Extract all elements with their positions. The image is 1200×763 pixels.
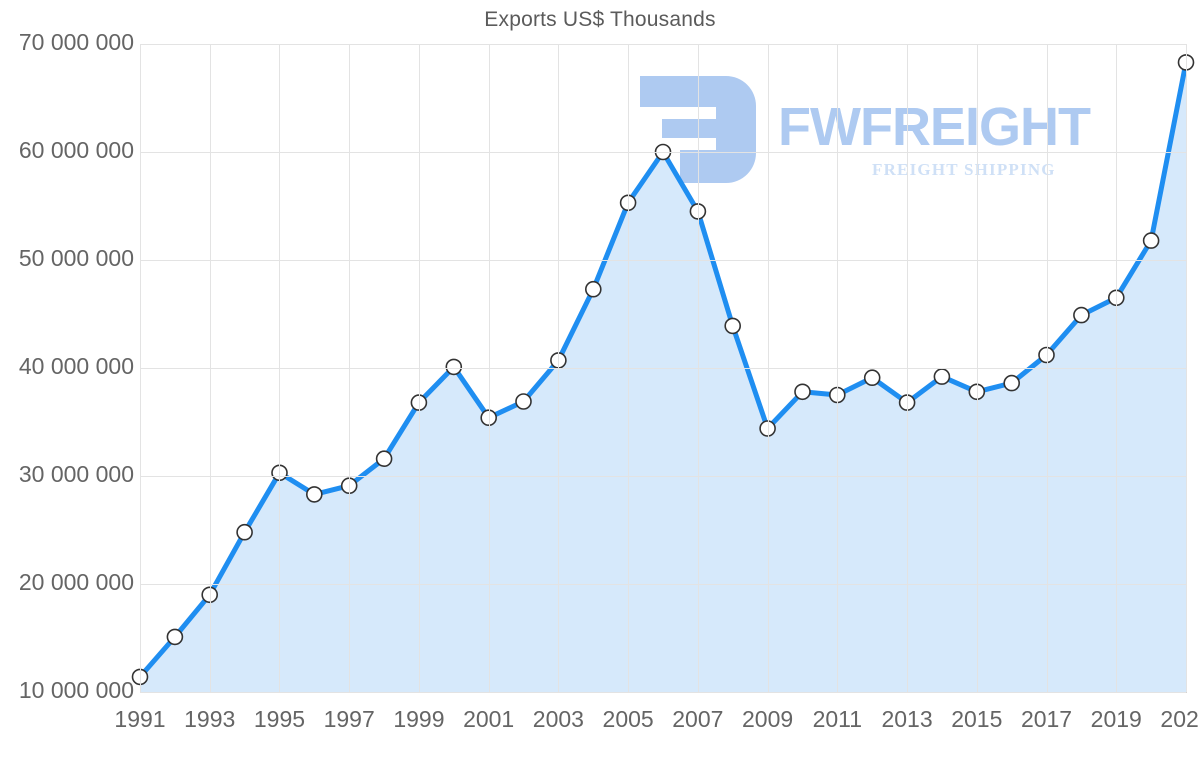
x-axis-tick-label: 1991 (114, 706, 166, 732)
y-axis-tick-label: 30 000 000 (18, 461, 134, 487)
gridline-horizontal (140, 584, 1186, 585)
x-axis-tick-label: 2015 (951, 706, 1003, 732)
x-axis-tick-label: 2009 (742, 706, 794, 732)
data-point-marker (968, 383, 986, 401)
data-point-marker (689, 203, 707, 220)
gridline-vertical (1116, 44, 1117, 692)
gridline-horizontal (140, 368, 1186, 369)
data-point-marker (166, 628, 184, 646)
gridline-vertical (768, 44, 769, 692)
gridline-vertical (419, 44, 420, 692)
x-axis-tick-label: 1995 (253, 706, 306, 732)
data-point-marker (584, 280, 602, 298)
data-point-marker (305, 486, 323, 503)
gridline-vertical (1186, 44, 1187, 692)
gridline-vertical (140, 44, 141, 692)
data-point-marker (201, 586, 218, 604)
gridline-horizontal (140, 692, 1186, 693)
gridline-vertical (698, 44, 699, 692)
gridline-vertical (279, 44, 280, 692)
gridline-vertical (349, 44, 350, 692)
y-axis-tick-label: 50 000 000 (18, 245, 134, 271)
data-point-marker (794, 383, 811, 401)
data-point-markers (131, 54, 1195, 686)
gridline-vertical (628, 44, 629, 692)
gridline-vertical (837, 44, 838, 692)
y-axis-tick-label: 60 000 000 (18, 137, 134, 163)
area-fill (140, 62, 1186, 692)
gridline-horizontal (140, 260, 1186, 261)
y-axis-tick-label: 40 000 000 (18, 353, 134, 379)
data-point-marker (515, 393, 532, 410)
x-axis-tick-label: 2011 (812, 706, 863, 732)
data-point-marker (759, 420, 776, 437)
data-point-marker (236, 523, 253, 541)
data-point-marker (933, 368, 951, 385)
gridline-vertical (210, 44, 211, 692)
x-axis-tick-label: 2019 (1090, 706, 1142, 732)
gridline-horizontal (140, 476, 1186, 477)
gridline-vertical (907, 44, 908, 692)
gridline-vertical (977, 44, 978, 692)
x-axis-tick-label: 2005 (602, 706, 654, 732)
x-axis-tick-label: 2017 (1020, 706, 1073, 732)
data-point-marker (863, 369, 881, 387)
x-axis-tick-label: 1993 (184, 706, 236, 732)
x-axis-tick-label: 2003 (532, 706, 584, 732)
y-axis-tick-label: 20 000 000 (18, 569, 134, 595)
y-axis-tick-label: 10 000 000 (18, 677, 134, 703)
x-axis-tick-label: 2013 (881, 706, 933, 732)
data-point-marker (1003, 374, 1021, 392)
data-point-marker (1073, 306, 1090, 324)
y-axis-tick-label: 70 000 000 (18, 29, 134, 55)
data-point-marker (1142, 232, 1160, 249)
data-point-marker (724, 317, 742, 335)
gridline-vertical (1047, 44, 1048, 692)
data-point-marker (1038, 346, 1055, 364)
x-axis-tick-label: 1999 (393, 706, 445, 732)
data-point-marker (375, 450, 393, 468)
x-axis-tick-label: 2021 (1160, 706, 1200, 732)
data-point-marker (445, 358, 463, 376)
data-point-marker (480, 409, 498, 427)
x-axis-tick-label: 2007 (672, 706, 724, 732)
data-point-marker (410, 394, 428, 411)
chart-title: Exports US$ Thousands (484, 8, 716, 31)
gridline-vertical (558, 44, 559, 692)
gridline-horizontal (140, 44, 1186, 45)
gridline-horizontal (140, 152, 1186, 153)
x-axis-tick-label: 2001 (463, 706, 515, 732)
gridline-vertical (489, 44, 490, 692)
x-axis-tick-label: 1997 (323, 706, 375, 732)
